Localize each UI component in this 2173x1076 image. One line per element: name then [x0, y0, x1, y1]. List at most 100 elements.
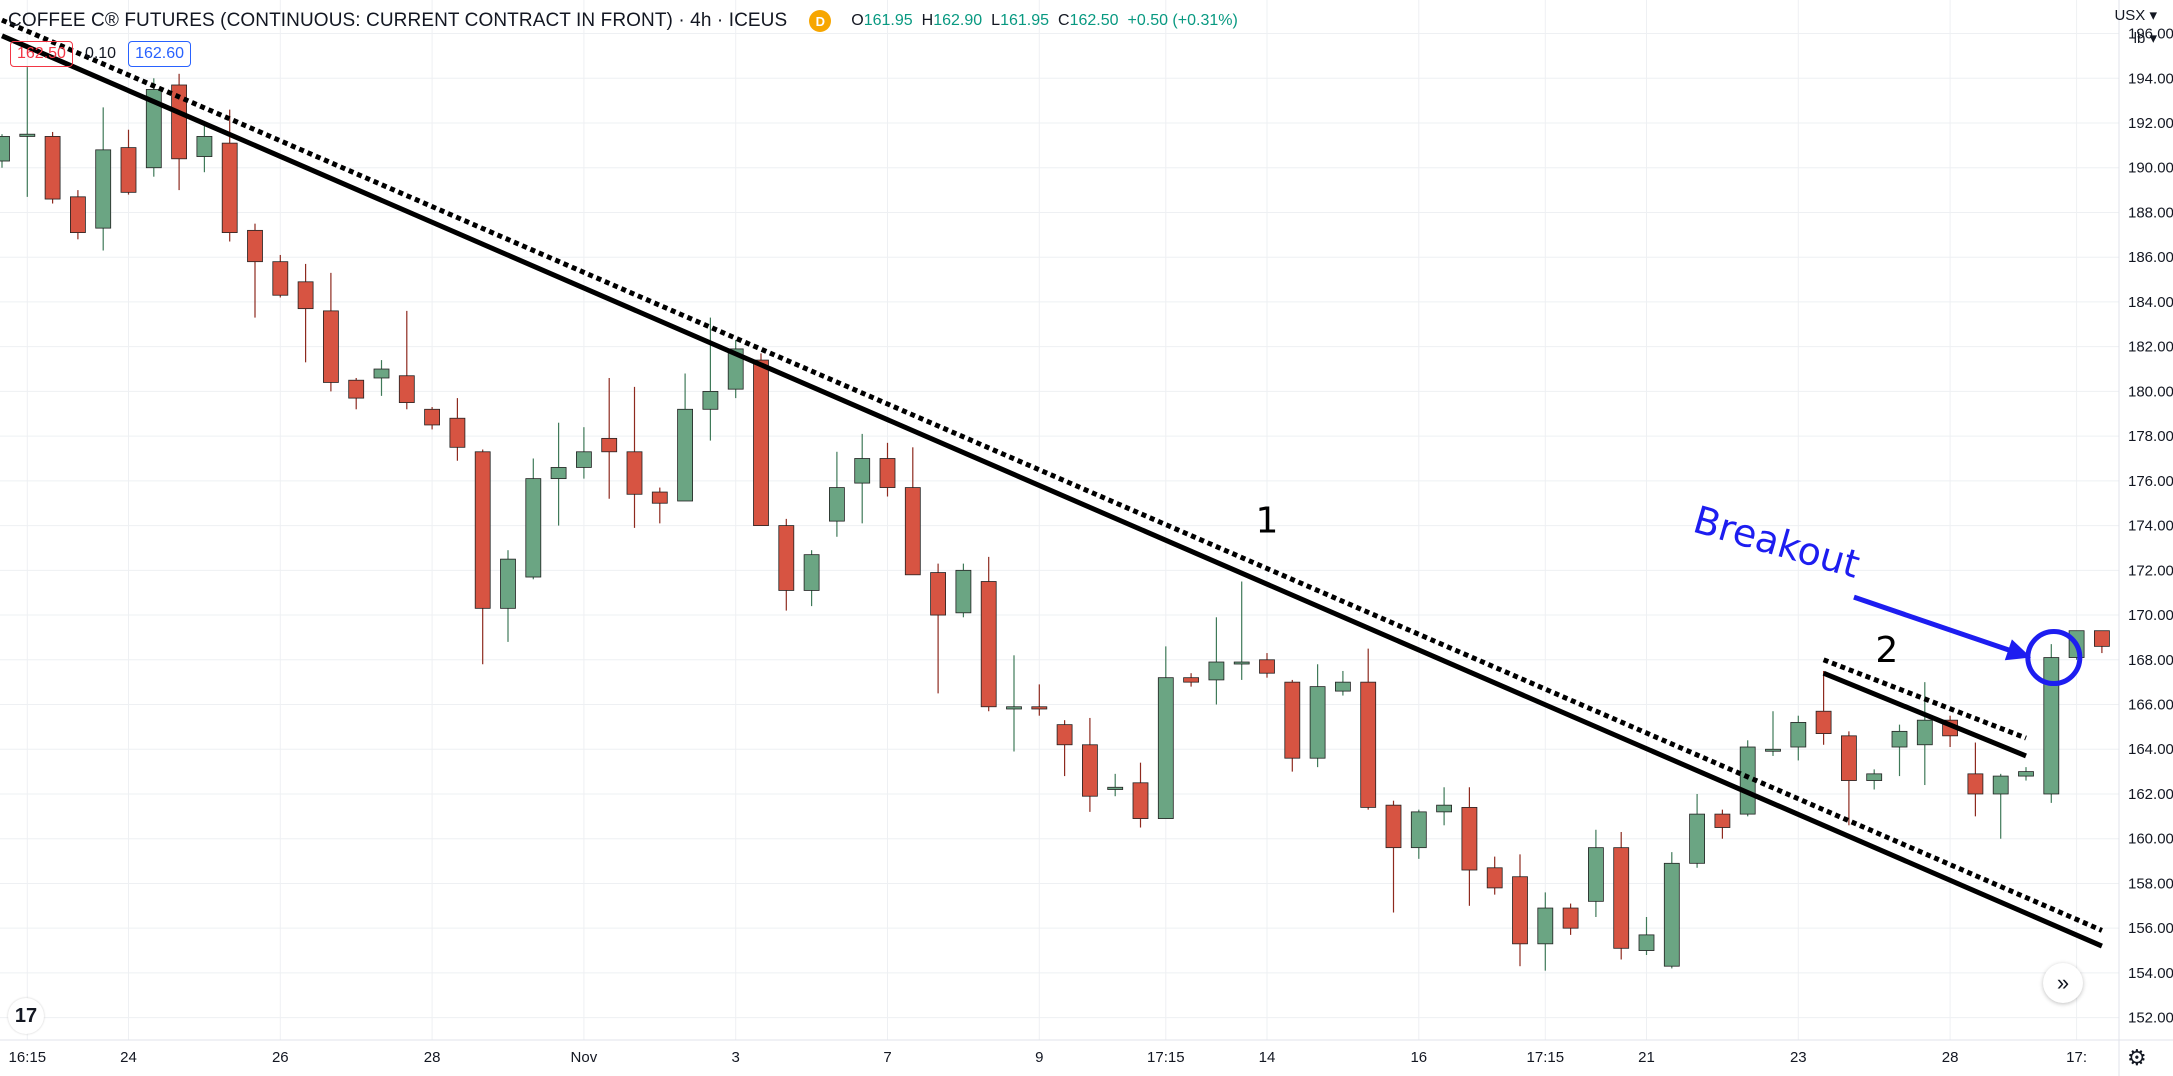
candle-up [576, 451, 592, 468]
y-tick-label: 188.00 [2128, 204, 2173, 221]
candle-down [1385, 804, 1402, 849]
trendline-solid [1822, 670, 2027, 759]
candle-down [753, 359, 769, 526]
candle-up [1992, 775, 2009, 795]
candle-down [424, 408, 441, 426]
y-tick-label: 184.00 [2128, 294, 2173, 311]
candle-down [1056, 724, 1073, 746]
y-tick-label: 172.00 [2128, 562, 2173, 579]
y-tick-label: 160.00 [2128, 831, 2173, 848]
double-chevron-right-icon[interactable]: » [2043, 963, 2083, 1003]
y-tick-label: 154.00 [2128, 965, 2173, 982]
candle-up [1638, 934, 1655, 951]
candle-up [1689, 813, 1705, 864]
x-tick-label: 17:15 [1527, 1049, 1565, 1066]
tradingview-logo-icon[interactable]: 17 [8, 998, 44, 1034]
candle-down [297, 281, 314, 310]
candle-up [1006, 706, 1022, 710]
low-label: L [991, 12, 1001, 29]
y-tick-label: 158.00 [2128, 875, 2173, 892]
candle-down [1360, 681, 1377, 808]
candle-down [221, 142, 238, 234]
y-tick-label: 190.00 [2128, 160, 2173, 177]
candle-up [500, 558, 516, 609]
y-tick-label: 192.00 [2128, 115, 2173, 132]
open-label: O [851, 12, 864, 29]
candle-down [449, 417, 466, 448]
candle-down [272, 261, 289, 296]
candle-up [2043, 657, 2060, 795]
x-tick-label: 16:15 [9, 1049, 47, 1066]
gear-icon[interactable]: ⚙ [2127, 1045, 2147, 1070]
candle-down [626, 451, 643, 495]
y-tick-label: 174.00 [2128, 518, 2173, 535]
y-tick-label: 164.00 [2128, 741, 2173, 758]
unit-selector[interactable]: lb ▾ [2134, 29, 2157, 47]
candle-up [803, 554, 820, 591]
y-tick-label: 182.00 [2128, 339, 2173, 356]
candle-down [1461, 806, 1478, 871]
y-tick-label: 166.00 [2128, 697, 2173, 714]
candle-down [1486, 867, 1503, 889]
delayed-data-badge[interactable]: D [809, 10, 832, 32]
x-tick-label: 21 [1638, 1049, 1655, 1066]
candle-up [1107, 786, 1124, 790]
candle-down [601, 437, 618, 453]
candle-down [651, 491, 668, 504]
x-tick-label: 28 [1942, 1049, 1959, 1066]
x-tick-label: 14 [1259, 1049, 1276, 1066]
high-value: 162.90 [933, 12, 983, 29]
candle-up [145, 89, 162, 169]
candle-down [1512, 876, 1528, 945]
annotation-number: 2 [1875, 630, 1898, 671]
candle-down [904, 487, 921, 576]
candle-down [322, 310, 339, 383]
y-tick-label: 180.00 [2128, 383, 2173, 400]
candle-up [677, 408, 693, 502]
change-value: +0.50 (+0.31%) [1127, 12, 1238, 29]
breakout-arrow-line [1853, 594, 2020, 656]
buy-price-button[interactable]: 162.60 [128, 41, 192, 67]
x-tick-label: 3 [732, 1049, 740, 1066]
x-tick-label: 24 [120, 1049, 137, 1066]
trendline-dotted [1822, 657, 2027, 741]
candle-up [1663, 862, 1680, 967]
x-tick-label: 7 [883, 1049, 891, 1066]
x-tick-label: 16 [1410, 1049, 1427, 1066]
candle-up [1891, 730, 1908, 748]
high-label: H [921, 12, 934, 29]
candle-up [1436, 804, 1452, 813]
candle-down [247, 229, 263, 263]
y-tick-label: 196.00 [2128, 26, 2173, 43]
breakout-circle [2025, 629, 2083, 687]
trade-prices: 162.50 0.10 162.60 [10, 41, 192, 67]
candle-up [829, 487, 845, 522]
chart-header: COFFEE C® FUTURES (CONTINUOUS: CURRENT C… [8, 9, 1238, 33]
candle-up [1866, 773, 1883, 781]
y-tick-label: 170.00 [2128, 607, 2173, 624]
candle-down [2093, 630, 2110, 647]
candle-down [1967, 773, 1984, 795]
ohlc-readout: O161.95 H162.90 L161.95 C162.50 +0.50 (+0.31… [851, 12, 1238, 30]
candle-up [1233, 661, 1250, 665]
chevron-down-icon: ▾ [2149, 30, 2157, 47]
candle-up [1335, 681, 1351, 692]
trendline-solid [1, 33, 2103, 949]
breakout-arrow-head [2004, 639, 2032, 661]
currency-selector[interactable]: USX ▾ [2114, 6, 2157, 24]
candle-up [2018, 771, 2034, 777]
candle-down [70, 196, 86, 234]
candle-up [1916, 719, 1933, 746]
candle-down [930, 572, 946, 616]
candle-up [550, 467, 567, 480]
currency-label: USX [2114, 7, 2146, 24]
breakout-label: Breakout [1689, 498, 1865, 587]
candle-down [1031, 706, 1048, 710]
candle-down [120, 147, 137, 193]
sell-price-button[interactable]: 162.50 [10, 41, 73, 67]
low-value: 161.95 [1000, 12, 1049, 29]
candle-up [1410, 811, 1427, 849]
unit-label: lb [2133, 30, 2146, 47]
symbol-title[interactable]: COFFEE C® FUTURES (CONTINUOUS: CURRENT C… [8, 10, 788, 31]
